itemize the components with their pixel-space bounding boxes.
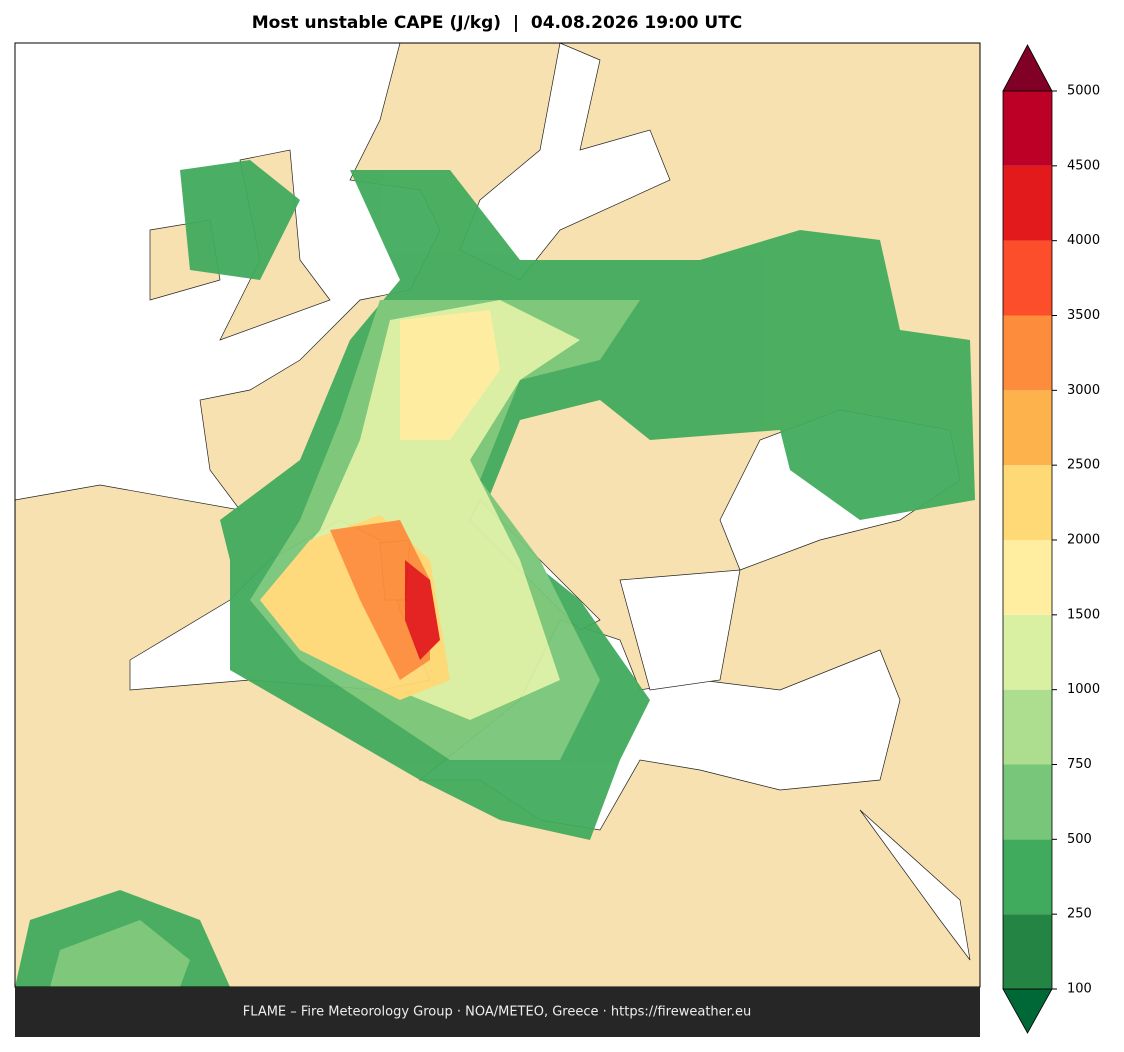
colorbar-band xyxy=(1003,914,1052,989)
colorbar-tick-label: 2000 xyxy=(1067,533,1100,548)
colorbar-tick-label: 3000 xyxy=(1067,383,1100,398)
colorbar-band xyxy=(1003,764,1052,840)
colorbar-tick-label: 4000 xyxy=(1067,233,1100,248)
colorbar-band xyxy=(1003,689,1052,765)
colorbar: 100 250 500 750 1000 1500 2000 2500 3000 3500 4000… xyxy=(1002,44,1100,1034)
colorbar-band xyxy=(1003,540,1052,615)
colorbar-tick-label: 2500 xyxy=(1067,458,1100,473)
colorbar-tick-label: 250 xyxy=(1067,907,1092,922)
colorbar-band xyxy=(1003,165,1052,241)
colorbar-tick-label: 100 xyxy=(1067,982,1092,997)
footer: FLAME – Fire Meteorology Group · NOA/MET… xyxy=(243,1005,751,1020)
colorbar-tick-label: 1000 xyxy=(1067,682,1100,697)
colorbar-band xyxy=(1003,240,1052,316)
colorbar-band xyxy=(1003,839,1052,915)
map: FLAME – Fire Meteorology Group · NOA/MET… xyxy=(14,42,981,1037)
colorbar-band xyxy=(1003,315,1052,391)
colorbar-band xyxy=(1003,91,1052,166)
colorbar-band xyxy=(1003,465,1052,540)
colorbar-tick-label: 3500 xyxy=(1067,308,1100,323)
colorbar-tick-label: 750 xyxy=(1067,757,1092,772)
colorbar-tick-label: 5000 xyxy=(1067,84,1100,99)
colorbar-tick-label: 4500 xyxy=(1067,158,1100,173)
colorbar-tick-label: 1500 xyxy=(1067,607,1100,622)
map-title: Most unstable CAPE (J/kg) | 04.08.2026 1… xyxy=(252,13,743,33)
colorbar-band xyxy=(1003,614,1052,690)
colorbar-band xyxy=(1003,390,1052,466)
colorbar-extend-below xyxy=(1002,988,1053,1034)
colorbar-extend-above xyxy=(1002,44,1053,92)
colorbar-tick-label: 500 xyxy=(1067,832,1092,847)
